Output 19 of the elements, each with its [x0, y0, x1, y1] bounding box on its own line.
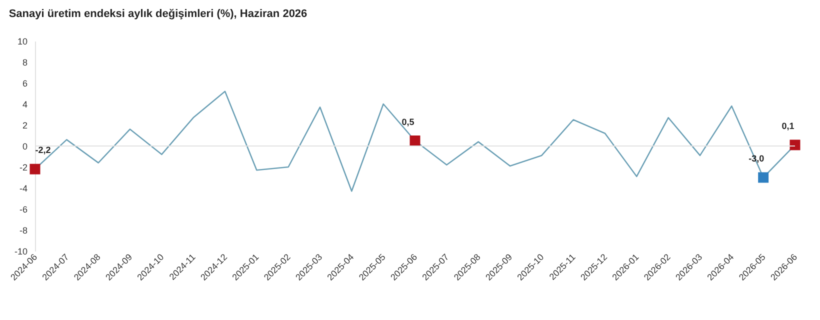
- chart-title: Sanayi üretim endeksi aylık değişimleri (%), Haziran 2026: [8, 8, 308, 20]
- y-tick-label: 0: [22, 142, 28, 152]
- point: [30, 164, 40, 174]
- y-tick-label: 6: [22, 78, 28, 88]
- y-tick-label: 4: [22, 100, 28, 110]
- point: [790, 140, 800, 150]
- y-tick-label: -4: [19, 184, 28, 194]
- y-tick-label: -6: [19, 204, 28, 214]
- data-label: 0,1: [782, 120, 794, 131]
- point: [758, 172, 769, 183]
- data-label: 0,5: [402, 116, 414, 127]
- y-tick-label: 10: [17, 36, 28, 46]
- point: [410, 136, 420, 146]
- y-tick-label: -2: [19, 162, 28, 172]
- y-tick-label: -10: [14, 246, 28, 256]
- data-label: -2,2: [35, 145, 51, 156]
- y-tick-label: -8: [19, 226, 28, 236]
- y-tick-label: 2: [22, 120, 28, 130]
- y-tick-label: 8: [22, 58, 28, 68]
